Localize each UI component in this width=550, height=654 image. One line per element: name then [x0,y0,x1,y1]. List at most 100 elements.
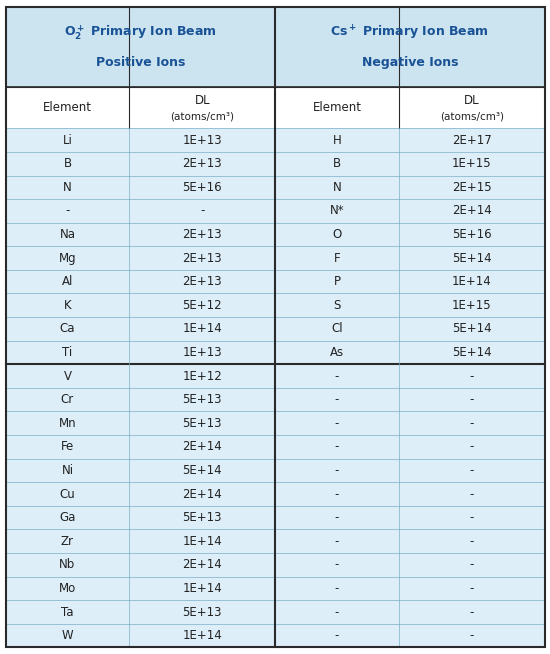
Bar [399,175,544,199]
Text: 1E+14: 1E+14 [183,535,222,548]
Bar [275,294,399,317]
Bar [275,624,399,647]
Bar [275,317,399,341]
Text: -: - [335,606,339,619]
Text: S: S [333,299,340,312]
Text: 1E+14: 1E+14 [183,582,222,595]
Text: Positive Ions: Positive Ions [96,56,185,69]
Text: Mo: Mo [59,582,76,595]
Bar [399,482,544,506]
Bar [6,175,129,199]
Text: 2E+14: 2E+14 [452,205,492,217]
Text: -: - [335,417,339,430]
Bar [399,435,544,458]
Bar [275,506,399,530]
Bar [275,553,399,577]
Text: -: - [470,370,474,383]
Text: -: - [470,511,474,524]
Text: 5E+14: 5E+14 [183,464,222,477]
Text: Ca: Ca [60,322,75,336]
Text: 2E+13: 2E+13 [183,157,222,170]
Bar [129,506,275,530]
Bar [275,247,399,270]
Text: Na: Na [59,228,75,241]
Text: 1E+14: 1E+14 [183,322,222,336]
Bar [399,223,544,247]
Bar [129,86,275,128]
Bar [6,199,129,223]
Text: -: - [470,582,474,595]
Text: -: - [470,488,474,500]
Bar [129,294,275,317]
Text: -: - [335,488,339,500]
Text: H: H [333,133,342,146]
Text: -: - [470,606,474,619]
Bar [275,86,399,128]
Text: 5E+16: 5E+16 [183,181,222,194]
Bar [6,624,129,647]
Text: 5E+16: 5E+16 [452,228,492,241]
Text: 5E+13: 5E+13 [183,417,222,430]
Bar [129,388,275,411]
Text: -: - [470,417,474,430]
Bar [399,270,544,294]
Text: 5E+13: 5E+13 [183,606,222,619]
Bar [275,128,399,152]
Text: 2E+14: 2E+14 [183,488,222,500]
Text: Ni: Ni [62,464,74,477]
Text: 5E+14: 5E+14 [452,322,492,336]
Bar [275,458,399,482]
Bar [129,175,275,199]
Bar [399,86,544,128]
Text: V: V [63,370,72,383]
Bar [6,128,129,152]
Text: -: - [335,393,339,406]
Text: P: P [333,275,340,288]
Bar [129,600,275,624]
Text: -: - [470,629,474,642]
Text: 5E+13: 5E+13 [183,393,222,406]
Text: Ta: Ta [61,606,74,619]
Text: $\mathdefault{O_2^+}$ Primary Ion Beam: $\mathdefault{O_2^+}$ Primary Ion Beam [64,24,217,43]
Text: O: O [332,228,342,241]
Bar [399,624,544,647]
Text: -: - [470,440,474,453]
Bar [399,388,544,411]
Bar [399,553,544,577]
Text: -: - [335,370,339,383]
Bar [129,317,275,341]
Bar [6,152,129,175]
Bar [129,577,275,600]
Text: B: B [333,157,341,170]
Bar [129,270,275,294]
Bar [6,411,129,435]
Text: Cl: Cl [331,322,343,336]
Bar [275,152,399,175]
Bar [399,364,544,388]
Bar [129,152,275,175]
Text: -: - [335,559,339,572]
Bar [129,364,275,388]
Text: 1E+14: 1E+14 [183,629,222,642]
Text: -: - [335,535,339,548]
Text: -: - [470,535,474,548]
Text: 1E+13: 1E+13 [183,133,222,146]
Bar [6,435,129,458]
Text: -: - [335,629,339,642]
Text: N: N [63,181,72,194]
Text: Li: Li [63,133,73,146]
Text: 2E+13: 2E+13 [183,252,222,265]
Bar [6,482,129,506]
Bar [6,458,129,482]
Bar [399,600,544,624]
Bar [6,364,129,388]
Bar [275,411,399,435]
Text: -: - [470,393,474,406]
Text: (atoms/cm³): (atoms/cm³) [440,112,504,122]
Bar [6,341,129,364]
Text: Mn: Mn [59,417,76,430]
Bar [275,388,399,411]
Text: W: W [62,629,73,642]
Text: Nb: Nb [59,559,75,572]
Bar [275,482,399,506]
